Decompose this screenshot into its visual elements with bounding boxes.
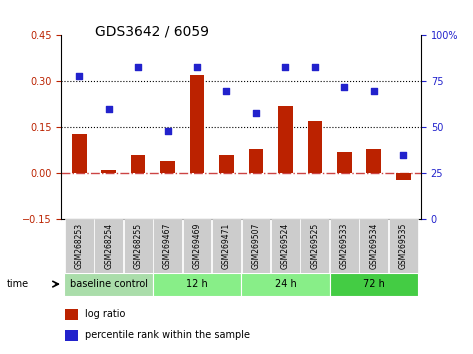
FancyBboxPatch shape <box>153 219 182 273</box>
Text: time: time <box>7 279 29 289</box>
FancyBboxPatch shape <box>94 219 123 273</box>
FancyBboxPatch shape <box>359 219 388 273</box>
FancyBboxPatch shape <box>242 219 271 273</box>
Text: GDS3642 / 6059: GDS3642 / 6059 <box>95 25 209 39</box>
Bar <box>396 173 411 179</box>
FancyBboxPatch shape <box>183 219 211 273</box>
FancyBboxPatch shape <box>153 273 241 296</box>
Text: percentile rank within the sample: percentile rank within the sample <box>85 330 250 340</box>
FancyBboxPatch shape <box>65 219 94 273</box>
FancyBboxPatch shape <box>271 219 300 273</box>
Bar <box>65 330 78 341</box>
FancyBboxPatch shape <box>64 273 153 296</box>
Text: GSM269524: GSM269524 <box>281 223 290 269</box>
Point <box>370 88 377 93</box>
Text: GSM269469: GSM269469 <box>193 223 201 269</box>
FancyBboxPatch shape <box>330 219 359 273</box>
Bar <box>65 309 78 320</box>
Point <box>341 84 348 90</box>
Bar <box>190 75 204 173</box>
Point <box>75 73 83 79</box>
FancyBboxPatch shape <box>241 273 330 296</box>
Bar <box>249 149 263 173</box>
Text: baseline control: baseline control <box>70 279 148 289</box>
Bar <box>367 149 381 173</box>
Point <box>400 152 407 158</box>
FancyBboxPatch shape <box>389 219 418 273</box>
Text: GSM269467: GSM269467 <box>163 223 172 269</box>
Bar <box>160 161 175 173</box>
Point <box>311 64 319 69</box>
Text: 72 h: 72 h <box>363 279 385 289</box>
Bar <box>278 106 293 173</box>
Text: GSM269533: GSM269533 <box>340 223 349 269</box>
Bar <box>337 152 352 173</box>
Text: GSM269471: GSM269471 <box>222 223 231 269</box>
Text: GSM269507: GSM269507 <box>252 223 261 269</box>
Bar <box>219 155 234 173</box>
FancyBboxPatch shape <box>212 219 241 273</box>
Text: 12 h: 12 h <box>186 279 208 289</box>
Point <box>252 110 260 115</box>
Point <box>223 88 230 93</box>
Bar <box>72 133 87 173</box>
Text: 24 h: 24 h <box>274 279 296 289</box>
Text: log ratio: log ratio <box>85 309 125 319</box>
Text: GSM268254: GSM268254 <box>104 223 113 269</box>
Point <box>164 128 171 134</box>
Point <box>134 64 142 69</box>
Point <box>281 64 289 69</box>
FancyBboxPatch shape <box>123 219 152 273</box>
Text: GSM268255: GSM268255 <box>133 223 142 269</box>
FancyBboxPatch shape <box>300 219 329 273</box>
Text: GSM268253: GSM268253 <box>75 223 84 269</box>
Text: GSM269534: GSM269534 <box>369 223 378 269</box>
Text: GSM269535: GSM269535 <box>399 223 408 269</box>
Point <box>193 64 201 69</box>
Text: GSM269525: GSM269525 <box>310 223 319 269</box>
FancyBboxPatch shape <box>330 273 418 296</box>
Bar <box>101 170 116 173</box>
Point <box>105 106 113 112</box>
Bar <box>307 121 322 173</box>
Bar <box>131 155 146 173</box>
